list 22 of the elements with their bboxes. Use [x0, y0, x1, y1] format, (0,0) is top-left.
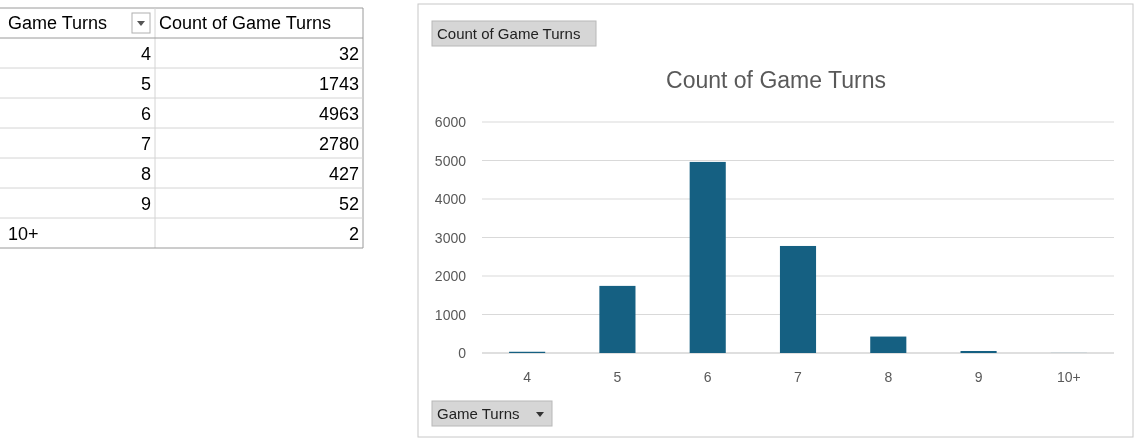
y-tick-label: 6000	[434, 114, 467, 130]
y-tick-label: 5000	[434, 152, 467, 169]
y-tick-label: 1000	[434, 306, 467, 323]
y-tick-label: 3000	[434, 229, 467, 246]
bar	[779, 245, 817, 353]
x-axis-title: Game Turns	[437, 405, 520, 422]
x-tick-label: 7	[794, 369, 803, 385]
x-tick-label: 5	[613, 369, 622, 385]
x-tick-label: 10+	[1056, 369, 1081, 385]
y-tick-label: 4000	[434, 191, 467, 207]
x-tick-label: 9	[974, 369, 983, 385]
x-tick-label: 8	[884, 369, 893, 385]
x-tick-label: 4	[523, 369, 532, 385]
chart-title: Count of Game Turns	[437, 25, 581, 42]
x-tick-label: 6	[703, 369, 712, 385]
chart-title: Count of Game Turns	[666, 67, 886, 93]
bar	[689, 161, 726, 353]
value-table: Game Turns Count of Game Turns 4 32 5 1743 6 4963 7 2780 8 427 9 52 10+ 2	[0, 7, 364, 249]
y-tick-label: 0	[458, 345, 467, 361]
bar	[870, 336, 907, 353]
y-tick-label: 2000	[434, 268, 467, 284]
bar	[599, 285, 636, 353]
